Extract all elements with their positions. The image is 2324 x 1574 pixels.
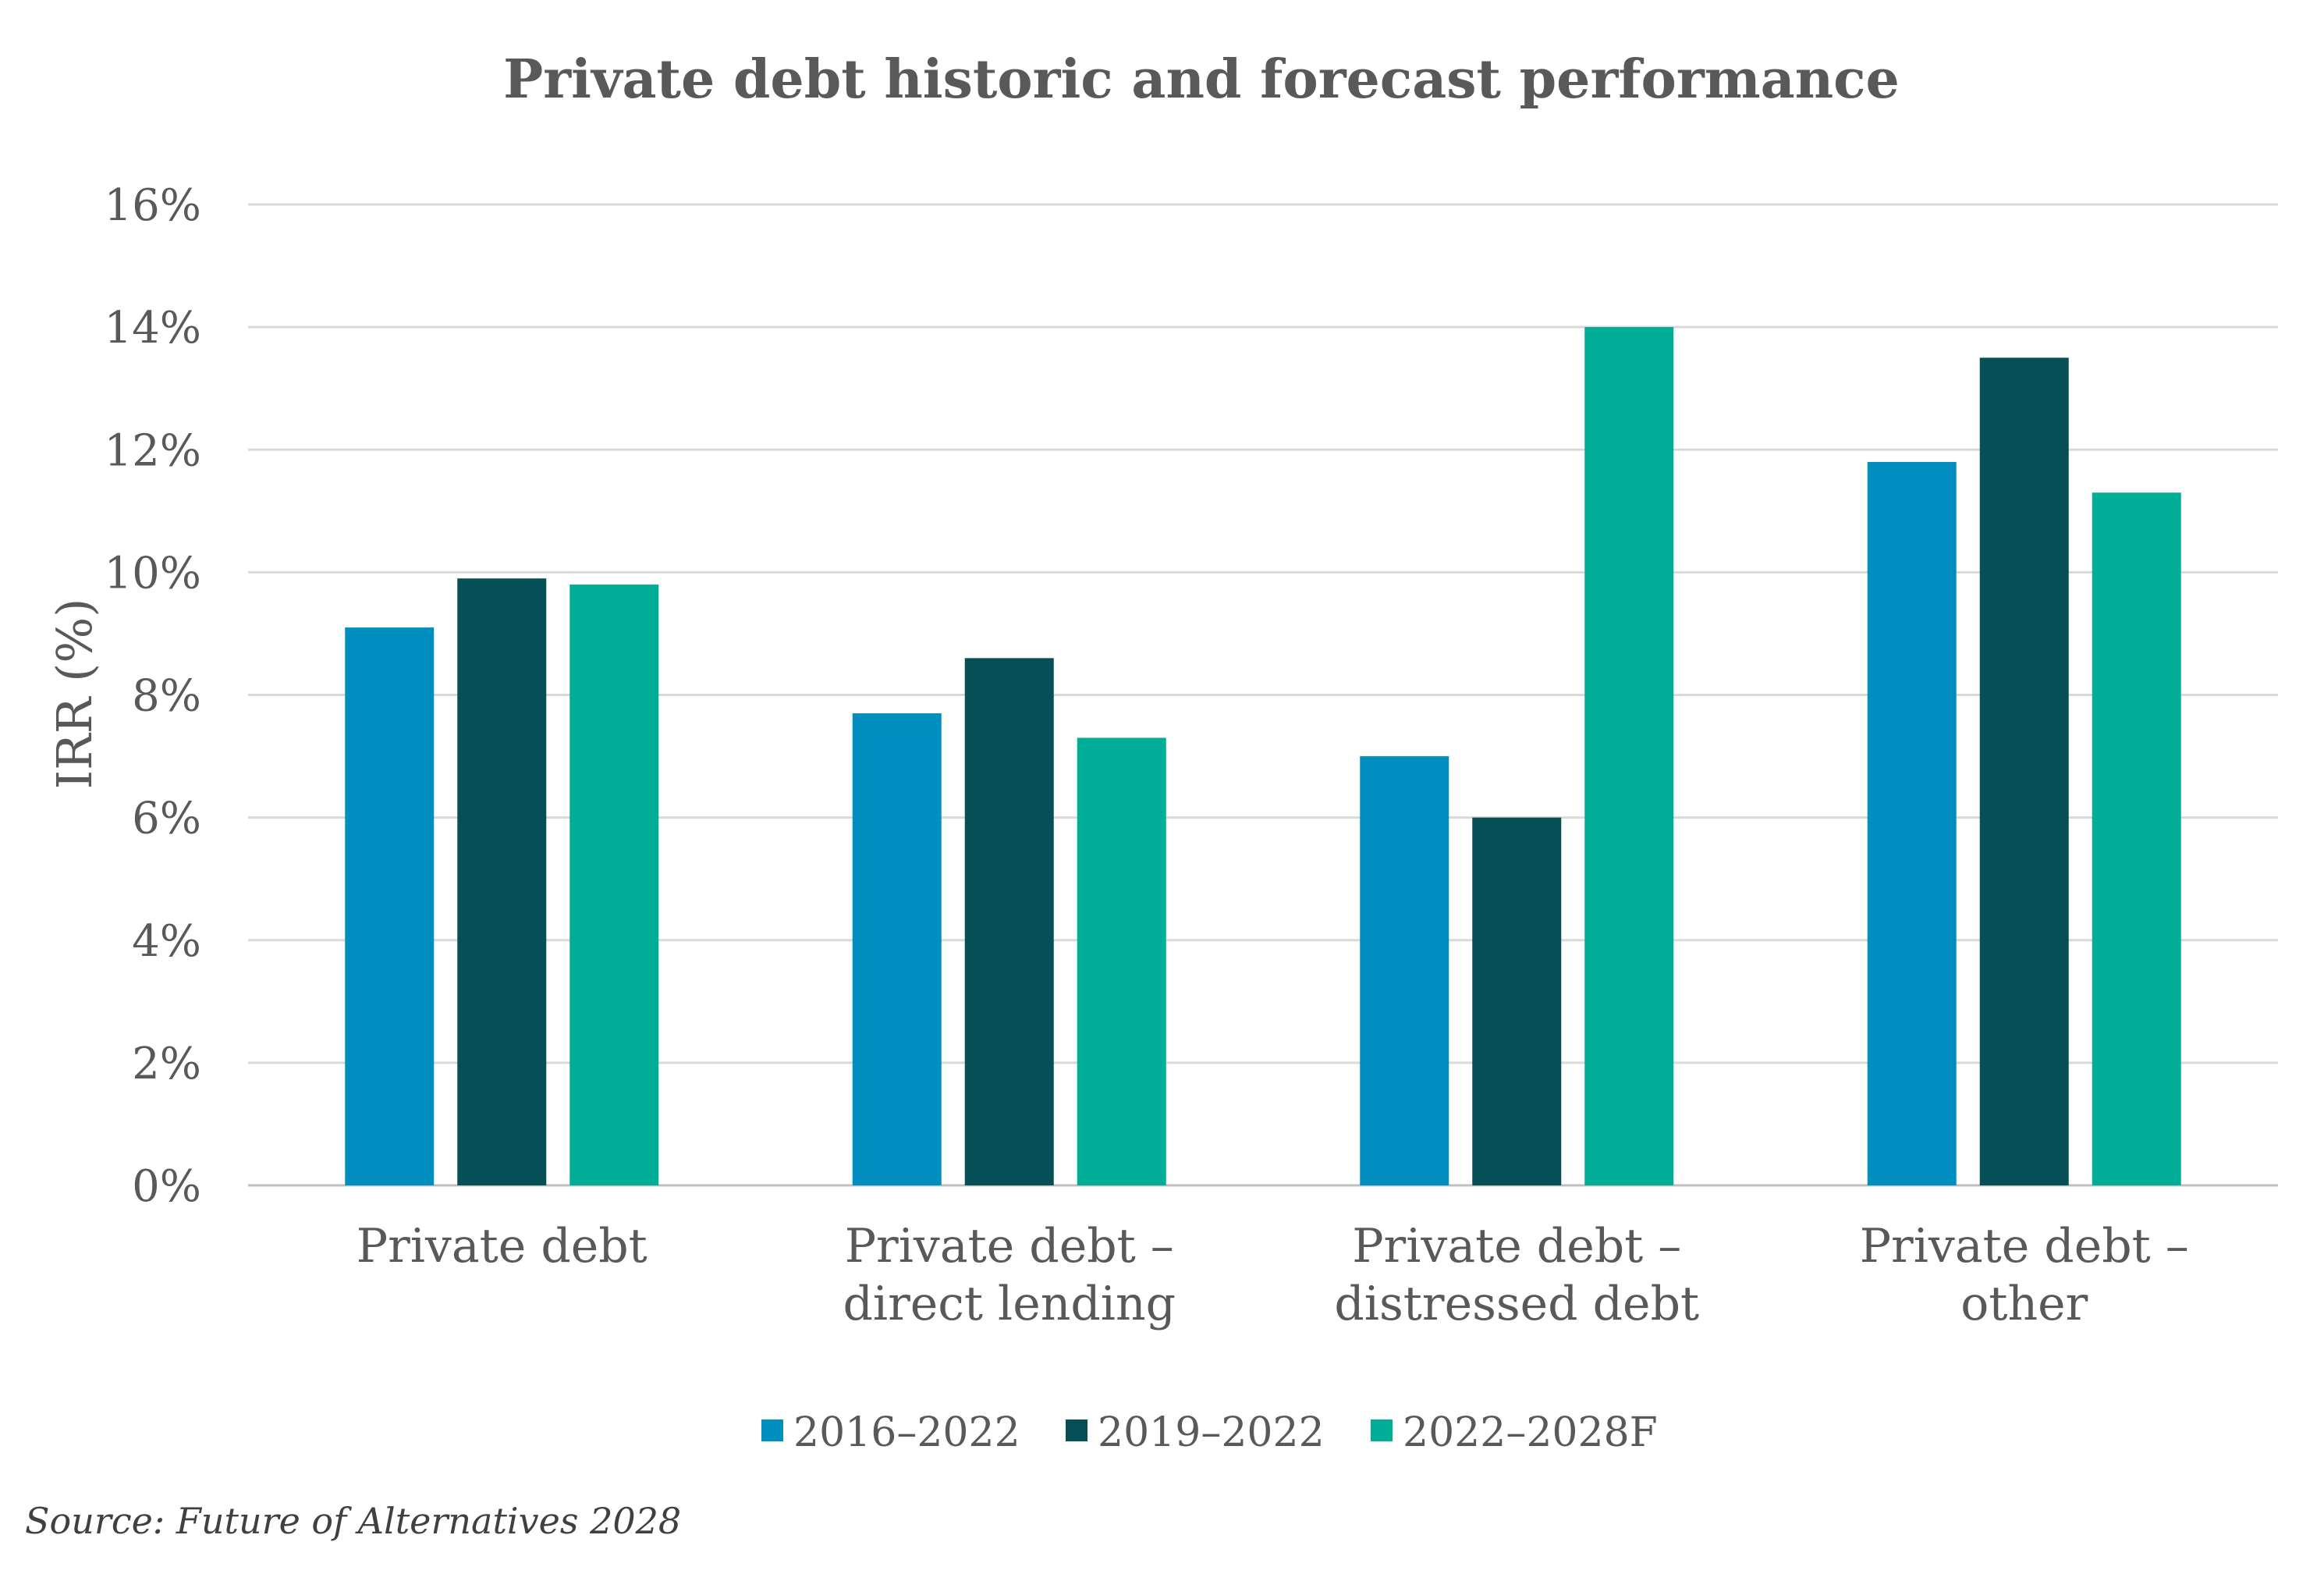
y-tick-label: 12%	[105, 425, 201, 476]
bar-series-3-category-1	[569, 584, 659, 1185]
x-category-label: Private debt – direct lending	[843, 1219, 1176, 1331]
bars	[345, 327, 2181, 1185]
bar-series-1-category-3	[1360, 756, 1449, 1185]
y-tick-label: 16%	[105, 180, 201, 231]
legend-label: 2022–2028F	[1403, 1409, 1658, 1456]
legend-swatch	[1371, 1419, 1393, 1441]
x-category-label: Private debt – other	[1860, 1219, 2189, 1331]
bar-series-2-category-4	[1979, 357, 2069, 1185]
x-axis-category-labels: Private debt Private debt – direct lending…	[357, 1219, 2189, 1331]
bar-series-2-category-1	[457, 578, 547, 1185]
legend-label: 2016–2022	[793, 1409, 1020, 1456]
bar-series-3-category-3	[1584, 327, 1674, 1185]
y-tick-label: 6%	[132, 794, 201, 844]
legend-label: 2019–2022	[1098, 1409, 1325, 1456]
bar-series-3-category-2	[1077, 737, 1166, 1185]
bar-series-1-category-1	[345, 627, 435, 1185]
gridlines	[248, 203, 2278, 1187]
bar-series-3-category-4	[2092, 492, 2181, 1185]
legend-swatch	[761, 1419, 783, 1441]
x-category-label: Private debt – distressed debt	[1334, 1219, 1699, 1331]
y-tick-label: 14%	[105, 303, 201, 354]
y-tick-label: 2%	[132, 1039, 201, 1089]
y-tick-label: 0%	[132, 1161, 201, 1212]
x-category-label: Private debt	[357, 1219, 648, 1274]
legend-swatch	[1066, 1419, 1087, 1441]
y-tick-label: 10%	[105, 548, 201, 599]
source-note: Source: Future of Alternatives 2028	[25, 1500, 681, 1542]
bar-series-1-category-2	[852, 713, 942, 1185]
legend: 2016–2022 2019–2022 2022–2028F	[761, 1409, 1658, 1456]
y-axis-label: IRR (%)	[46, 599, 103, 790]
bar-series-2-category-2	[964, 658, 1054, 1185]
bar-series-1-category-4	[1867, 461, 1957, 1185]
y-tick-label: 4%	[132, 916, 201, 967]
y-tick-label: 8%	[132, 671, 201, 722]
bar-series-2-category-3	[1472, 817, 1562, 1185]
y-axis-ticks: 0% 2% 4% 6% 8% 10% 12% 14% 16%	[105, 180, 201, 1212]
chart-title: Private debt historic and forecast perfo…	[503, 48, 1900, 111]
